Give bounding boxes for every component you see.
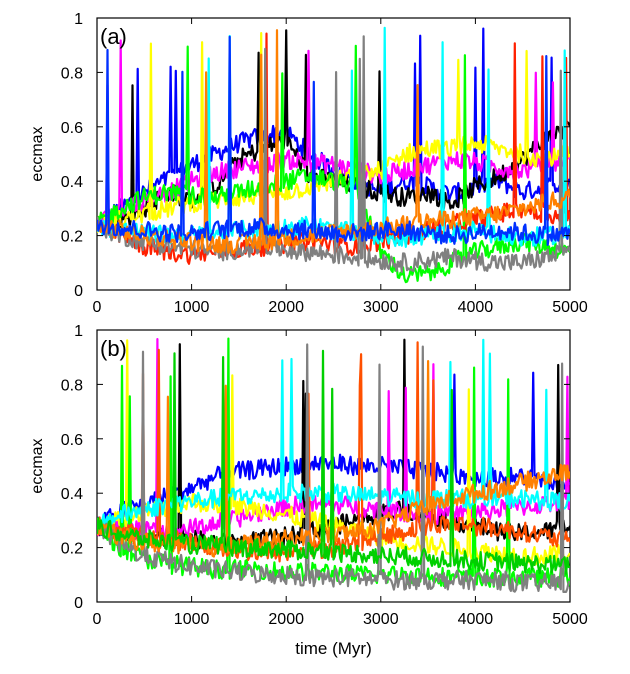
y-tick-label: 0.6: [61, 120, 83, 137]
series-line-5: [97, 44, 570, 284]
y-tick-label: 0.6: [61, 432, 83, 449]
panel-a: 0 1000 2000 3000 4000 5000 0 0.2 0.4 0.6 0.8 1 eccm…: [29, 11, 588, 316]
x-tick-label: 2000: [268, 299, 304, 316]
y-tick-label: 0: [74, 595, 83, 612]
panel-b: 0 1000 2000 3000 4000 5000 0 0.2 0.4 0.6 0.8 1 eccm…: [29, 323, 588, 658]
y-tick-label: 1: [74, 11, 83, 28]
x-tick-label: 3000: [363, 611, 399, 628]
series-line-10: [97, 35, 570, 246]
x-tick-label: 0: [93, 611, 102, 628]
x-tick-label: 1000: [174, 611, 210, 628]
y-tick-label: 1: [74, 323, 83, 340]
series-line-2: [97, 29, 570, 234]
x-tick-label: 4000: [458, 611, 494, 628]
axis-layer-a: 0 1000 2000 3000 4000 5000 0 0.2 0.4 0.6 0.8 1: [61, 11, 588, 316]
y-axis-label-a: eccmax: [29, 126, 46, 181]
x-tick-label: 1000: [174, 299, 210, 316]
series-line-10: [97, 349, 570, 575]
y-axis-label-b: eccmax: [29, 438, 46, 493]
y-tick-label: 0.2: [61, 229, 83, 246]
panel-label-b: (b): [100, 336, 127, 361]
series-layer-b: [97, 337, 570, 594]
plot-frame-b: [96, 329, 571, 603]
y-tick-label: 0.4: [61, 174, 83, 191]
series-line-8: [97, 343, 570, 594]
x-tick-label: 4000: [458, 299, 494, 316]
x-tick-label: 3000: [363, 299, 399, 316]
series-line-4: [97, 31, 570, 233]
x-tick-label: 5000: [552, 611, 588, 628]
y-tick-label: 0.8: [61, 65, 83, 82]
x-tick-label: 0: [93, 299, 102, 316]
y-tick-label: 0.8: [61, 377, 83, 394]
series-line-8: [97, 35, 570, 273]
series-line-9: [97, 29, 570, 255]
y-tick-label: 0.2: [61, 541, 83, 558]
x-tick-label: 2000: [268, 611, 304, 628]
panel-label-a: (a): [100, 24, 127, 49]
axis-layer-b: 0 1000 2000 3000 4000 5000 0 0.2 0.4 0.6 0.8 1: [61, 323, 588, 628]
x-tick-label: 5000: [552, 299, 588, 316]
x-axis-label-b: time (Myr): [295, 639, 371, 658]
series-layer-a: [97, 26, 570, 284]
y-tick-label: 0: [74, 283, 83, 300]
y-tick-label: 0.4: [61, 486, 83, 503]
